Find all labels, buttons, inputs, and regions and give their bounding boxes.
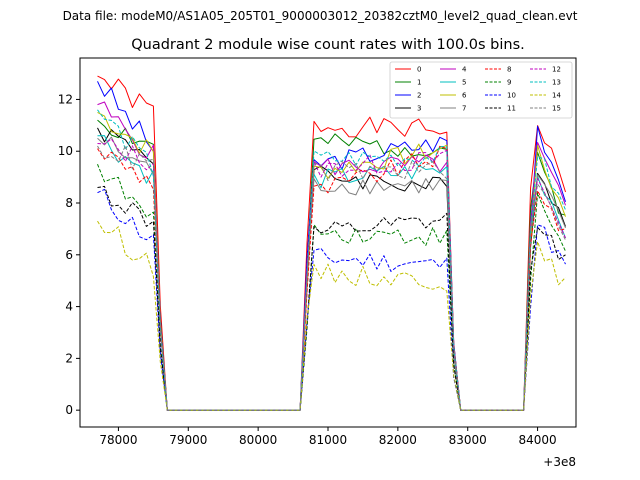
y-tick-label: 0 bbox=[65, 403, 73, 417]
x-offset-label: +3e8 bbox=[543, 455, 576, 469]
x-tick-label: 83000 bbox=[449, 433, 487, 447]
series-layer bbox=[97, 75, 566, 411]
x-tick-label: 84000 bbox=[518, 433, 556, 447]
chart-title: Quadrant 2 module wise count rates with … bbox=[131, 37, 525, 53]
axis-ticks: 78000 79000 80000 81000 82000 83000 84000 0 2 4 6 8… bbox=[58, 92, 557, 447]
plot-frame bbox=[79, 57, 577, 428]
y-tick-label: 6 bbox=[65, 248, 73, 262]
legend-label-2: 2 bbox=[417, 92, 421, 100]
legend-label-13: 13 bbox=[552, 79, 561, 87]
y-tick-label: 4 bbox=[65, 300, 73, 314]
series-line-10 bbox=[97, 188, 566, 411]
legend-label-0: 0 bbox=[417, 66, 421, 74]
x-tick-label: 82000 bbox=[379, 433, 417, 447]
y-tick-label: 12 bbox=[58, 92, 73, 106]
legend-label-10: 10 bbox=[507, 92, 516, 100]
legend-label-7: 7 bbox=[462, 105, 466, 113]
legend-label-14: 14 bbox=[552, 92, 561, 100]
legend-label-12: 12 bbox=[552, 66, 561, 74]
y-tick-label: 8 bbox=[65, 196, 73, 210]
series-line-13 bbox=[97, 109, 566, 411]
legend-label-3: 3 bbox=[417, 105, 421, 113]
legend-label-4: 4 bbox=[462, 66, 467, 74]
y-tick-label: 10 bbox=[58, 144, 73, 158]
legend-label-5: 5 bbox=[462, 79, 466, 87]
series-line-15 bbox=[97, 145, 566, 411]
x-tick-label: 80000 bbox=[239, 433, 277, 447]
legend-box bbox=[389, 61, 573, 119]
suptitle: Data file: modeM0/AS1A05_205T01_90000030… bbox=[63, 9, 578, 23]
y-tick-label: 2 bbox=[65, 351, 73, 365]
x-tick-label: 81000 bbox=[309, 433, 347, 447]
x-tick-label: 79000 bbox=[169, 433, 207, 447]
legend-label-11: 11 bbox=[507, 105, 516, 113]
legend-label-1: 1 bbox=[417, 79, 421, 87]
legend-label-9: 9 bbox=[507, 79, 511, 87]
legend-label-6: 6 bbox=[462, 92, 467, 100]
legend-label-8: 8 bbox=[507, 66, 511, 74]
series-line-14 bbox=[97, 220, 566, 411]
legend-label-15: 15 bbox=[552, 105, 561, 113]
x-tick-label: 78000 bbox=[99, 433, 137, 447]
